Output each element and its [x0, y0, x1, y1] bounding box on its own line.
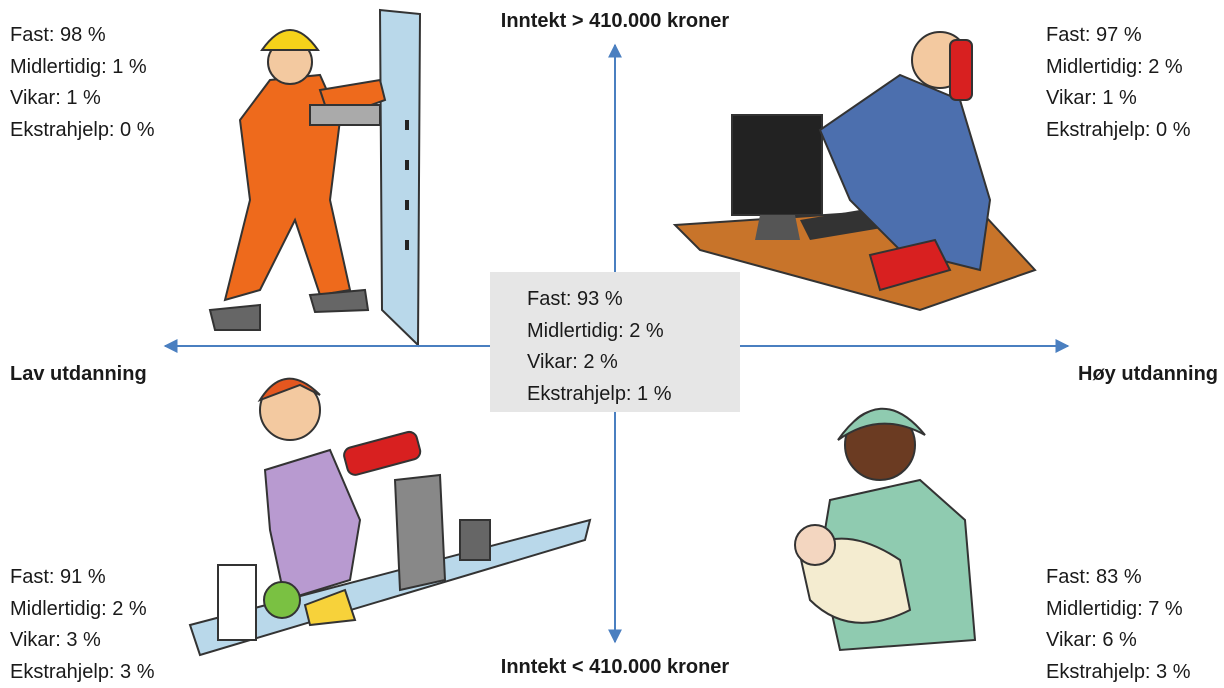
stat-line: Fast: 91 %: [10, 562, 155, 594]
axis-top-label: Inntekt > 410.000 kroner: [0, 10, 1224, 33]
stat-line: Ekstrahjelp: 1 %: [527, 379, 672, 411]
cashier-illustration: [190, 379, 590, 655]
worker-illustration-part: [310, 105, 380, 125]
cashier-illustration-part: [265, 450, 360, 600]
office-illustration-part: [950, 40, 972, 100]
stat-line: Midlertidig: 1 %: [10, 52, 155, 84]
center-text: Fast: 93 %Midlertidig: 2 %Vikar: 2 %Ekst…: [527, 284, 672, 410]
worker-illustration-part: [405, 160, 409, 170]
stat-line: Ekstrahjelp: 0 %: [10, 115, 155, 147]
nurse-illustration: [795, 409, 975, 650]
cashier-illustration-part: [264, 582, 300, 618]
worker-illustration-part: [405, 200, 409, 210]
stat-line: Midlertidig: 7 %: [1046, 594, 1191, 626]
axis-left-label: Lav utdanning: [10, 363, 147, 386]
stat-line: Vikar: 1 %: [10, 83, 155, 115]
worker-illustration-part: [405, 120, 409, 130]
stat-line: Midlertidig: 2 %: [1046, 52, 1191, 84]
axis-bottom-label: Inntekt < 410.000 kroner: [0, 656, 1224, 679]
quadrant-text: Fast: 83 %Midlertidig: 7 %Vikar: 6 %Ekst…: [1046, 562, 1191, 688]
cashier-illustration-part: [218, 565, 256, 640]
quadrant-text: Fast: 98 %Midlertidig: 1 %Vikar: 1 %Ekst…: [10, 20, 155, 146]
stat-line: Vikar: 2 %: [527, 347, 672, 379]
stat-line: Fast: 97 %: [1046, 20, 1191, 52]
office-illustration-part: [755, 215, 800, 240]
cashier-illustration-part: [395, 475, 445, 590]
quadrant-text: Fast: 97 %Midlertidig: 2 %Vikar: 1 %Ekst…: [1046, 20, 1191, 146]
stat-line: Fast: 93 %: [527, 284, 672, 316]
stat-line: Midlertidig: 2 %: [527, 316, 672, 348]
stat-line: Midlertidig: 2 %: [10, 594, 155, 626]
office-illustration: [675, 32, 1035, 310]
axis-right-label: Høy utdanning: [1078, 363, 1218, 386]
stat-line: Fast: 98 %: [10, 20, 155, 52]
stat-line: Vikar: 3 %: [10, 625, 155, 657]
worker-illustration-part: [405, 240, 409, 250]
stat-line: Ekstrahjelp: 3 %: [1046, 657, 1191, 688]
office-illustration-part: [732, 115, 822, 215]
stat-line: Ekstrahjelp: 3 %: [10, 657, 155, 688]
nurse-illustration-part: [795, 525, 835, 565]
stat-line: Ekstrahjelp: 0 %: [1046, 115, 1191, 147]
stat-line: Fast: 83 %: [1046, 562, 1191, 594]
stat-line: Vikar: 6 %: [1046, 625, 1191, 657]
worker-illustration-part: [262, 30, 318, 50]
cashier-illustration-part: [342, 430, 422, 476]
worker-illustration-part: [380, 10, 420, 345]
quadrant-text: Fast: 91 %Midlertidig: 2 %Vikar: 3 %Ekst…: [10, 562, 155, 688]
worker-illustration: [210, 10, 420, 345]
stat-line: Vikar: 1 %: [1046, 83, 1191, 115]
cashier-illustration-part: [460, 520, 490, 560]
